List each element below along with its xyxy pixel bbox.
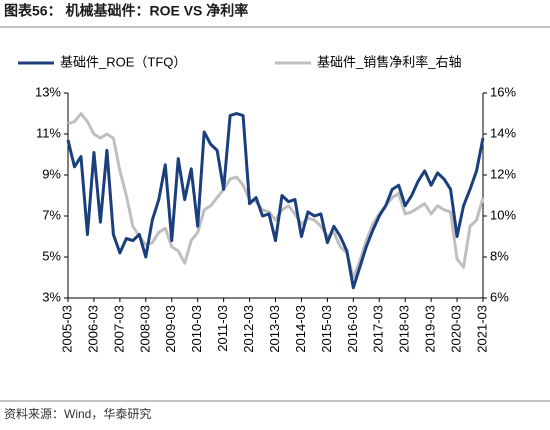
y2-tick-label: 8% <box>490 248 509 263</box>
x-tick-label: 2015-03 <box>319 305 334 353</box>
y-tick-label: 9% <box>42 166 61 181</box>
y-tick-label: 7% <box>42 207 61 222</box>
legend-label: 基础件_ROE（TFQ） <box>60 54 186 69</box>
y-tick-label: 11% <box>36 125 61 140</box>
y2-tick-label: 12% <box>490 166 516 181</box>
series-line <box>67 112 485 279</box>
x-tick-label: 2019-03 <box>423 305 438 353</box>
x-tick-label: 2018-03 <box>397 305 412 353</box>
legend-label: 基础件_销售净利率_右轴 <box>317 54 461 69</box>
y-tick-label: 13% <box>35 84 61 99</box>
x-tick-label: 2012-03 <box>241 305 256 353</box>
y2-tick-label: 6% <box>490 289 509 304</box>
source: 资料来源：Wind，华泰研究 <box>4 406 151 421</box>
x-tick-label: 2005-03 <box>59 305 74 353</box>
y-tick-label: 5% <box>42 248 61 263</box>
chart-title: 图表56： 机械基础件：ROE VS 净利率 <box>4 3 248 19</box>
series-line <box>66 112 485 290</box>
x-tick-label: 2008-03 <box>137 305 152 353</box>
x-tick-label: 2016-03 <box>345 305 360 353</box>
x-tick-label: 2011-03 <box>215 305 230 352</box>
y2-tick-label: 10% <box>490 207 516 222</box>
x-tick-label: 2006-03 <box>85 305 100 353</box>
x-tick-label: 2010-03 <box>189 305 204 353</box>
x-tick-label: 2013-03 <box>267 305 282 353</box>
x-tick-label: 2021-03 <box>474 305 489 353</box>
y2-tick-label: 14% <box>490 125 516 140</box>
x-tick-label: 2007-03 <box>111 305 126 353</box>
x-tick-label: 2020-03 <box>449 305 464 353</box>
x-tick-label: 2009-03 <box>163 305 178 353</box>
y2-tick-label: 16% <box>490 84 516 99</box>
y-tick-label: 3% <box>42 289 61 304</box>
x-tick-label: 2017-03 <box>371 305 386 353</box>
x-tick-label: 2014-03 <box>293 305 308 353</box>
